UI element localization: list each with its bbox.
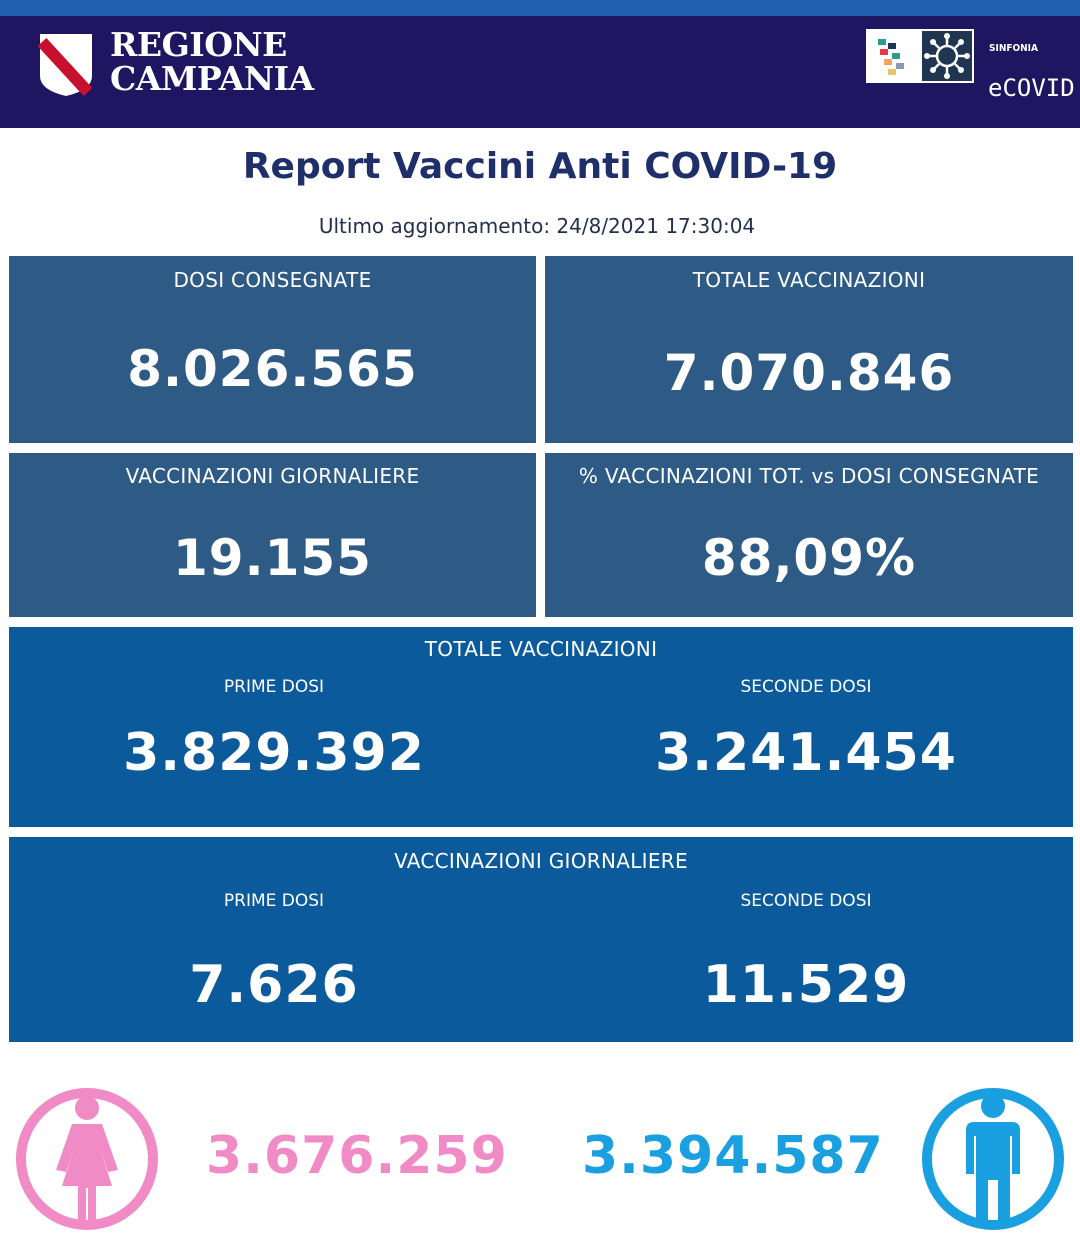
vaccinazioni-giornaliere-breakdown: VACCINAZIONI GIORNALIERE PRIME DOSI SECO… [9, 837, 1073, 1042]
card-value: 19.155 [173, 529, 372, 587]
card-vaccinazioni-giornaliere: VACCINAZIONI GIORNALIERE 19.155 [9, 453, 536, 617]
card-totale-vaccinazioni: TOTALE VACCINAZIONI 7.070.846 [545, 256, 1073, 443]
totale-vaccinazioni-breakdown: TOTALE VACCINAZIONI PRIME DOSI SECONDE D… [9, 627, 1073, 827]
female-icon [16, 1088, 158, 1230]
card-value: 8.026.565 [127, 340, 418, 398]
prime-dosi-label: PRIME DOSI [223, 677, 325, 697]
sinfonia-logo [866, 29, 974, 83]
sinfonia-puzzle-icon [878, 39, 904, 75]
card-value: 7.070.846 [663, 344, 955, 402]
header-bar: REGIONE CAMPANIA [0, 16, 1080, 128]
brand-name: eCOVID [988, 74, 1075, 102]
card-dosi-consegnate: DOSI CONSEGNATE 8.026.565 [9, 256, 536, 443]
card-label: % VACCINAZIONI TOT. vs DOSI CONSEGNATE [578, 464, 1040, 488]
prime-dosi-value: 7.626 [189, 955, 359, 1015]
card-label: DOSI CONSEGNATE [173, 268, 372, 292]
region-line-2: CAMPANIA [110, 59, 314, 98]
prime-dosi-value: 3.829.392 [123, 723, 425, 783]
male-icon [922, 1088, 1064, 1230]
card-label: TOTALE VACCINAZIONI [692, 268, 926, 292]
card-label: VACCINAZIONI GIORNALIERE [125, 464, 420, 488]
virus-icon [922, 31, 972, 81]
region-line-1: REGIONE [110, 25, 287, 64]
card-value: 88,09% [701, 529, 917, 587]
female-vaccinated-value: 3.676.259 [206, 1126, 508, 1186]
seconde-dosi-value: 11.529 [702, 955, 910, 1015]
page-title: Report Vaccini Anti COVID-19 [242, 146, 838, 187]
prime-dosi-label: PRIME DOSI [223, 891, 325, 911]
seconde-dosi-value: 3.241.454 [655, 723, 957, 783]
last-update-timestamp: Ultimo aggiornamento: 24/8/2021 17:30:04 [318, 214, 756, 238]
regione-campania-shield-icon [37, 34, 93, 97]
region-name: REGIONE CAMPANIA [110, 28, 314, 96]
brand-small-label: SINFONIA [989, 43, 1038, 54]
seconde-dosi-label: SECONDE DOSI [740, 891, 872, 911]
section-label: TOTALE VACCINAZIONI [424, 637, 658, 661]
section-label: VACCINAZIONI GIORNALIERE [394, 849, 688, 873]
card-percentuale: % VACCINAZIONI TOT. vs DOSI CONSEGNATE 8… [545, 453, 1073, 617]
top-accent-strip [0, 0, 1080, 16]
male-vaccinated-value: 3.394.587 [582, 1126, 884, 1186]
seconde-dosi-label: SECONDE DOSI [740, 677, 872, 697]
